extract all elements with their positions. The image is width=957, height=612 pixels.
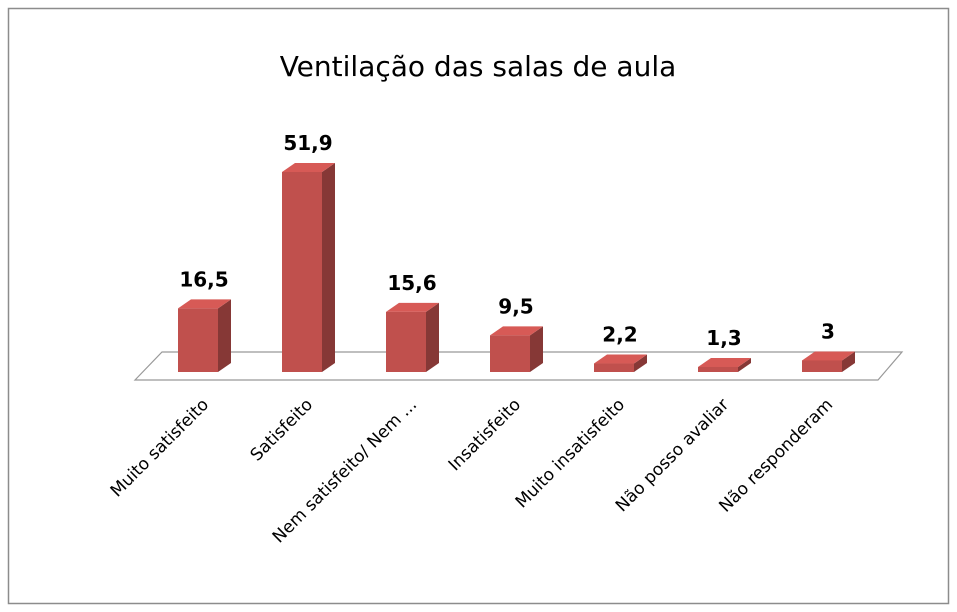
bar-side: [322, 163, 335, 372]
chart-title: Ventilação das salas de aula: [280, 50, 677, 83]
bar-top: [490, 326, 543, 336]
data-label: 51,9: [283, 131, 332, 155]
bar-side: [530, 326, 543, 372]
bar-top: [802, 351, 855, 361]
data-label: 1,3: [706, 326, 741, 350]
bar-top: [386, 302, 439, 312]
bar-side: [738, 357, 751, 372]
data-label: 15,6: [387, 271, 436, 295]
bar-side: [634, 354, 647, 372]
bar: [490, 335, 530, 372]
bar: [178, 308, 218, 372]
bar-top: [178, 299, 231, 309]
data-label: 3: [821, 319, 835, 343]
bar-top: [698, 357, 751, 367]
bar-side: [842, 351, 855, 372]
bar-top: [594, 354, 647, 364]
bar: [802, 360, 842, 372]
bar-top: [282, 163, 335, 172]
data-label: 16,5: [179, 267, 228, 291]
bar-side: [426, 302, 439, 372]
bar: [698, 366, 738, 372]
bar: [386, 311, 426, 372]
data-label: 9,5: [498, 294, 533, 318]
data-label: 2,2: [602, 323, 637, 347]
bar-side: [218, 299, 231, 372]
bar: [594, 363, 634, 372]
chart-border: [7, 7, 950, 605]
bar: [282, 172, 322, 372]
